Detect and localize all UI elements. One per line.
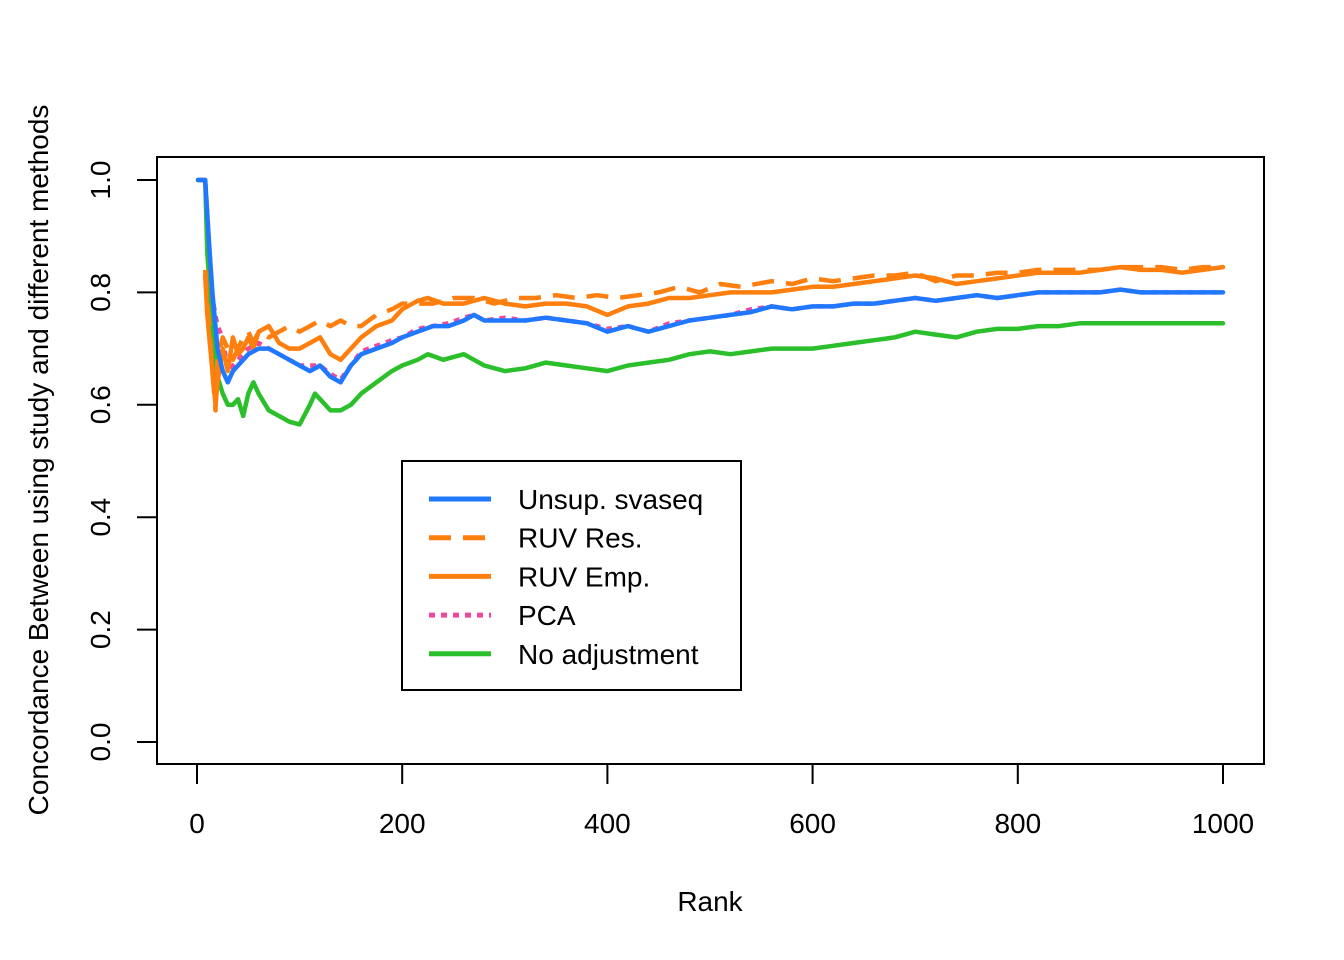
y-axis-label: Concordance Between using study and diff…: [23, 105, 54, 816]
x-tick-label-800: 800: [994, 808, 1041, 839]
y-tick-label-4: 0.8: [85, 273, 116, 312]
y-tick-label-3: 0.6: [85, 385, 116, 424]
y-tick-label-0: 0.0: [85, 723, 116, 762]
x-tick-label-200: 200: [379, 808, 426, 839]
x-axis-label: Rank: [677, 886, 743, 917]
series-line-no-adjustment: [195, 177, 1226, 427]
legend-label-unsup-svaseq: Unsup. svaseq: [518, 484, 703, 515]
x-tick-label-1000: 1000: [1192, 808, 1254, 839]
y-tick-label-5: 1.0: [85, 161, 116, 200]
y-tick-label-1: 0.2: [85, 610, 116, 649]
legend-label-ruv-res: RUV Res.: [518, 523, 642, 554]
x-tick-label-600: 600: [789, 808, 836, 839]
legend-label-no-adjustment: No adjustment: [518, 639, 699, 670]
legend: Unsup. svaseq RUV Res. RUV Emp. PCA No adjus…: [401, 460, 742, 691]
y-axis: 0.0 0.2 0.4 0.6 0.8 1.0: [85, 161, 158, 762]
y-tick-label-2: 0.4: [85, 498, 116, 537]
series-line-ruv-emp: [202, 264, 1226, 408]
x-tick-label-0: 0: [189, 808, 205, 839]
x-tick-label-400: 400: [584, 808, 631, 839]
series-line-unsup-svaseq: [195, 177, 1226, 385]
x-axis: 0 200 400 600 800 1000: [189, 763, 1254, 839]
legend-label-ruv-emp: RUV Emp.: [518, 561, 650, 592]
series-lines: [195, 177, 1226, 427]
series-line-ruv-res: [202, 264, 1223, 413]
legend-label-pca: PCA: [518, 600, 576, 631]
